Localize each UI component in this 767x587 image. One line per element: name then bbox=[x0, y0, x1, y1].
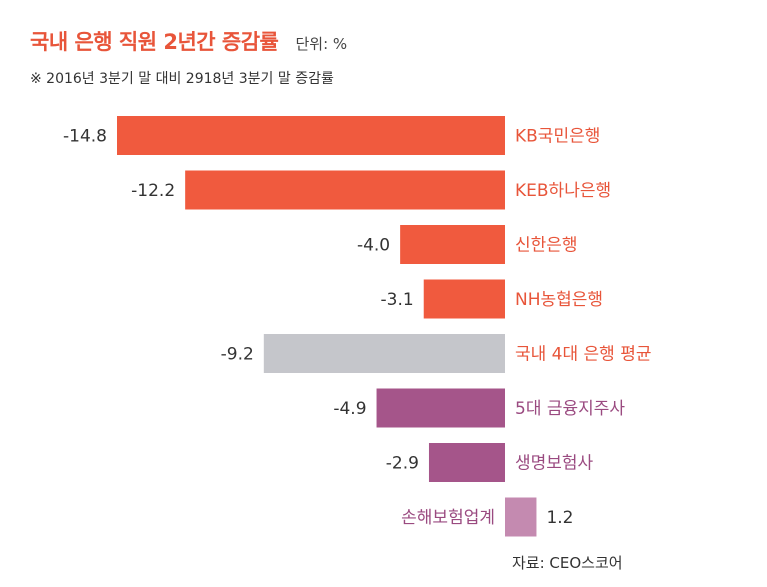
bar-6 bbox=[428, 443, 505, 482]
value-label-2: -4.0 bbox=[357, 236, 390, 256]
bar-2 bbox=[400, 225, 505, 264]
value-label-1: -12.2 bbox=[131, 181, 175, 201]
bar-3 bbox=[423, 279, 505, 319]
bar-4 bbox=[263, 334, 505, 373]
bar-1 bbox=[185, 170, 505, 210]
value-label-7: 1.2 bbox=[546, 508, 573, 528]
chart-title: 국내 은행 직원 2년간 증감률 bbox=[30, 30, 279, 54]
source-note: 자료: CEO스코어 bbox=[512, 554, 623, 572]
value-label-6: -2.9 bbox=[386, 454, 419, 474]
category-label-5: 5대 금융지주사 bbox=[515, 399, 625, 419]
bar-0 bbox=[117, 116, 505, 155]
bar-7 bbox=[505, 497, 537, 537]
chart-subtitle: ※ 2016년 3분기 말 대비 2918년 3분기 말 증감률 bbox=[30, 71, 334, 87]
category-label-1: KEB하나은행 bbox=[515, 181, 611, 201]
title-row: 국내 은행 직원 2년간 증감률 단위: % bbox=[30, 26, 347, 66]
bar-5 bbox=[376, 388, 505, 428]
category-label-3: NH농협은행 bbox=[515, 290, 603, 310]
value-label-0: -14.8 bbox=[63, 127, 107, 147]
category-label-0: KB국민은행 bbox=[515, 127, 600, 147]
category-label-7: 손해보험업계 bbox=[401, 508, 495, 528]
category-label-6: 생명보험사 bbox=[515, 454, 594, 474]
category-label-4: 국내 4대 은행 평균 bbox=[515, 345, 652, 365]
value-label-3: -3.1 bbox=[381, 290, 414, 310]
value-label-4: -9.2 bbox=[221, 345, 254, 365]
value-label-5: -4.9 bbox=[333, 399, 366, 419]
unit-label: 단위: % bbox=[295, 35, 348, 53]
category-label-2: 신한은행 bbox=[515, 236, 578, 256]
